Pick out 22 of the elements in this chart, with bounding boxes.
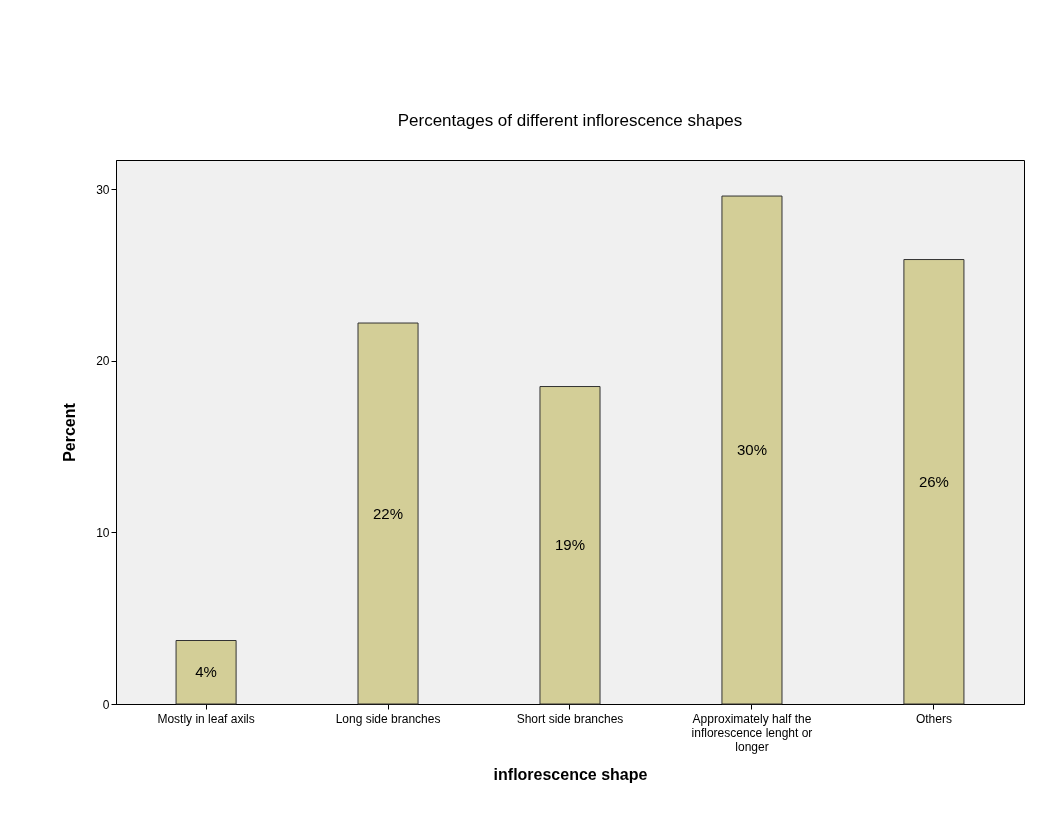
data-label: 26% (918, 472, 949, 490)
x-tick-label: Others (915, 711, 952, 726)
x-axis-title: inflorescence shape (493, 765, 648, 783)
data-label: 4% (195, 663, 217, 681)
x-tick-label: Long side branches (335, 711, 441, 726)
data-label: 30% (736, 441, 767, 459)
y-tick-label: 20 (96, 354, 110, 369)
x-tick-label: Mostly in leaf axils (157, 711, 255, 726)
x-tick-label: Approximately half the inflorescence lenght or longer (691, 711, 813, 754)
y-tick-label: 30 (96, 182, 110, 197)
bar (357, 322, 419, 705)
bar (903, 259, 965, 705)
bar (539, 386, 601, 705)
data-label: 22% (373, 504, 404, 522)
y-axis-title: Percent (61, 402, 79, 462)
y-tick-label: 10 (96, 525, 110, 540)
x-tick-label: Short side branches (516, 711, 624, 726)
data-label: 19% (554, 536, 586, 554)
y-tick-label: 0 (102, 697, 110, 712)
chart-title: Percentages of different inflorescence shapes (397, 111, 743, 130)
bar (721, 195, 783, 705)
bar (175, 640, 237, 705)
